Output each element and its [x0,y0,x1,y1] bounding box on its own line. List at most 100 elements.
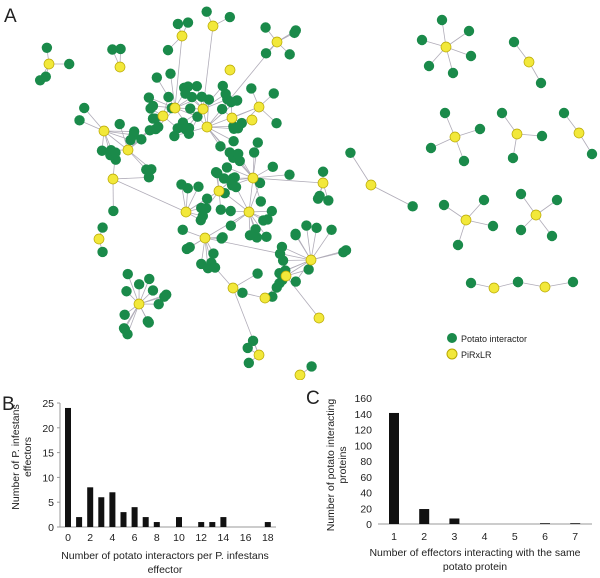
interactor-node [179,82,190,94]
interactor-node [290,25,301,36]
effector-node [133,298,145,310]
bar [449,518,460,524]
bar [176,517,182,527]
effector-node [253,101,265,113]
effector-node [271,36,283,48]
interactor-node [252,268,263,279]
interactor-node [515,224,527,236]
interactor-node [314,190,325,202]
bar [209,522,216,527]
effector-node [313,312,325,324]
x-tick-label: 2 [421,531,427,543]
effector-node [511,128,523,140]
interactor-node [478,194,490,206]
interactor-node [246,83,257,94]
interactor-node [74,115,85,126]
interactor-node [274,278,285,289]
interactor-node [232,123,244,134]
y-tick-label: 160 [354,393,372,405]
bar [570,523,581,524]
interactor-node [162,44,174,56]
interactor-node [107,44,118,55]
x-axis-label-b-line2: effector [148,564,183,576]
bar [540,523,550,524]
interactor-node [183,128,195,139]
interactor-node [228,135,239,147]
x-tick-label: 18 [262,532,274,544]
interactor-node [108,205,119,217]
x-tick-label: 12 [195,532,207,544]
interactor-node [230,181,242,193]
network-edge [112,178,187,213]
bar [264,522,271,527]
interactor-node [119,324,131,335]
interactor-node [215,141,226,152]
interactor-node [79,102,90,114]
effector-node [247,172,259,184]
chart-c: C Number of potato interacting proteins … [306,388,592,573]
interactor-node [535,77,547,89]
effector-node [197,103,209,115]
effector-node [176,30,188,42]
interactor-node [323,195,334,206]
interactor-node [209,262,221,273]
interactor-node [407,201,418,212]
interactor-node [268,88,279,99]
interactor-node [458,155,470,167]
interactor-node [262,214,273,225]
y-tick-label: 0 [366,519,372,531]
effector-node [93,233,105,245]
interactor-node [177,224,188,236]
effector-node [365,179,377,191]
interactor-node [512,276,524,288]
panel-label-a: A [4,6,17,27]
interactor-node [248,147,260,158]
interactor-node [34,75,46,86]
interactor-node [176,179,187,190]
interactor-node [136,134,147,145]
x-tick-label: 3 [451,531,457,543]
interactor-node [247,335,259,347]
interactor-node [423,60,435,72]
effector-node [114,61,126,73]
chart-b: B Number of P. infestans effectors Numbe… [2,394,276,576]
effector-node [199,232,211,244]
interactor-node [143,92,155,103]
y-tick-label: 10 [42,472,54,484]
network-edge [310,229,332,261]
legend-label-effector: PiRxLR [461,350,492,360]
effector-node [201,121,213,133]
interactor-node [326,224,337,235]
interactor-node [193,181,204,192]
x-axis-label-c: Number of effectors interacting with the… [369,547,580,559]
interactor-node [546,230,558,242]
interactor-node [121,286,132,297]
effector-node [280,270,292,282]
interactor-node [439,107,451,119]
x-tick-label: 4 [109,532,115,544]
interactor-node [210,166,222,178]
interactor-node [242,342,253,354]
y-axis-label-b-line2: effectors [22,437,34,477]
effector-node [107,173,119,185]
interactor-node [216,103,228,115]
effector-node [122,144,134,156]
interactor-node [97,222,108,233]
interactor-node [144,273,155,285]
effector-node [169,102,181,114]
interactor-node [558,107,570,119]
interactor-node [447,67,459,79]
interactor-node [311,222,322,234]
x-tick-label: 4 [482,531,488,543]
bar [98,497,105,527]
y-tick-label: 40 [360,488,372,500]
interactor-node [221,162,233,173]
interactor-node [182,17,194,28]
interactor-node [237,287,248,299]
effector-node [488,282,500,294]
bar [419,509,430,524]
interactor-node [195,214,207,226]
interactor-node [252,137,263,148]
interactor-node [145,103,156,114]
